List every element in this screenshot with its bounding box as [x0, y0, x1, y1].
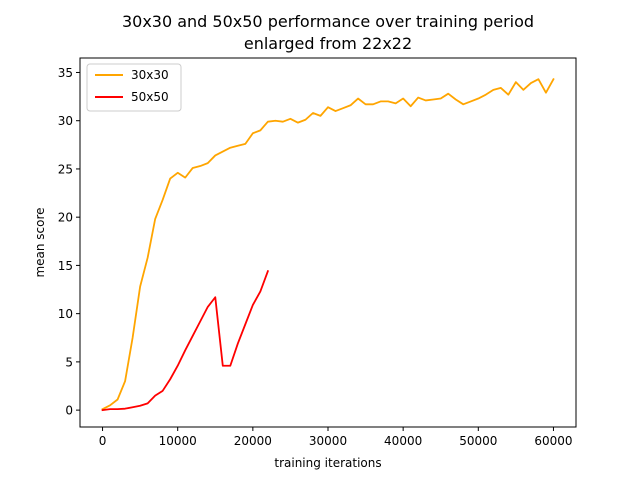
x-tick-label: 10000: [159, 434, 197, 448]
y-tick-label: 15: [58, 259, 73, 273]
x-tick-label: 50000: [459, 434, 497, 448]
legend: 30x30 50x50: [86, 63, 182, 112]
chart-title-line-2: enlarged from 22x22: [244, 34, 412, 53]
y-tick-label: 10: [58, 307, 73, 321]
x-tick-label: 0: [99, 434, 107, 448]
y-tick-label: 20: [58, 211, 73, 225]
x-tick-label: 60000: [534, 434, 572, 448]
x-tick-label: 20000: [234, 434, 272, 448]
y-tick-label: 30: [58, 114, 73, 128]
legend-label-30x30: 30x30: [131, 68, 169, 82]
y-tick-label: 25: [58, 162, 73, 176]
y-tick-label: 0: [65, 404, 73, 418]
chart-title-line-1: 30x30 and 50x50 performance over trainin…: [122, 12, 534, 31]
legend-label-50x50: 50x50: [131, 90, 169, 104]
x-tick-label: 40000: [384, 434, 422, 448]
series-layer: [101, 77, 555, 412]
x-axis-label: training iterations: [274, 456, 381, 470]
x-tick-label: 30000: [309, 434, 347, 448]
chart-title-group: 30x30 and 50x50 performance over trainin…: [122, 12, 534, 53]
y-axis-label: mean score: [33, 207, 47, 277]
y-axis: 0 5 10 15 20 25 30 35: [58, 66, 80, 418]
series-line-30x30: [101, 77, 555, 411]
y-tick-label: 35: [58, 66, 73, 80]
y-tick-label: 5: [65, 355, 73, 369]
series-line-50x50: [101, 270, 270, 412]
x-axis: 0 10000 20000 30000 40000 50000 60000: [99, 427, 573, 448]
